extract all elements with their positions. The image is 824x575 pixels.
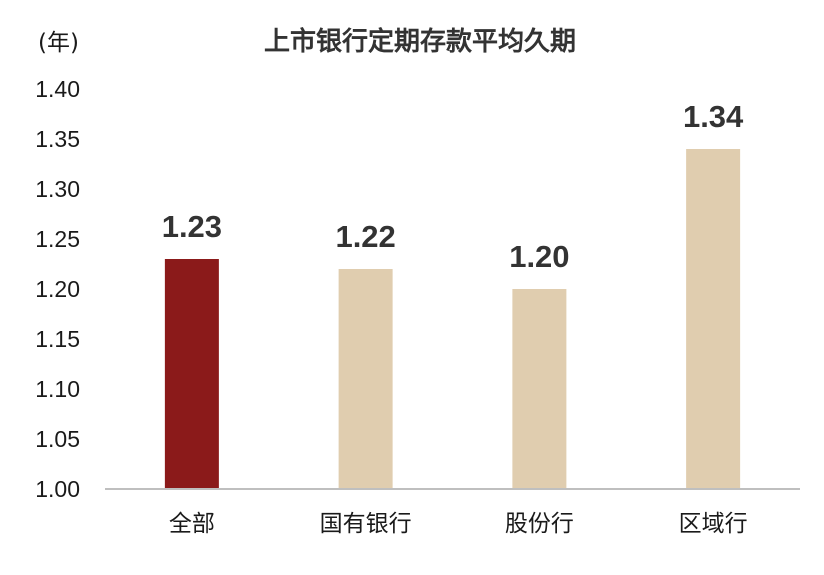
x-category-label: 股份行 [505, 511, 574, 537]
bar [686, 149, 741, 489]
y-tick-label: 1.20 [35, 276, 80, 302]
data-labels: 1.23 1.22 1.20 1.34 [162, 99, 744, 274]
data-label: 1.34 [683, 99, 744, 134]
y-tick-label: 1.05 [35, 426, 80, 452]
y-tick-label: 1.30 [35, 176, 80, 202]
chart-title: 上市银行定期存款平均久期 [264, 26, 576, 57]
y-tick-label: 1.25 [35, 226, 80, 252]
y-tick-label: 1.40 [35, 76, 80, 102]
y-tick-label: 1.00 [35, 476, 80, 502]
y-tick-label: 1.10 [35, 376, 80, 402]
bar [338, 269, 393, 489]
x-category-label: 区域行 [679, 511, 748, 537]
bar [164, 259, 219, 489]
x-category-label: 国有银行 [320, 511, 412, 537]
x-axis-categories: 全部 国有银行 股份行 区域行 [169, 511, 748, 537]
bars [164, 149, 741, 489]
data-label: 1.23 [162, 209, 222, 244]
y-tick-label: 1.15 [35, 326, 80, 352]
bar [512, 289, 567, 489]
data-label: 1.22 [335, 219, 395, 254]
x-category-label: 全部 [169, 511, 215, 537]
y-tick-label: 1.35 [35, 126, 80, 152]
y-axis-unit: (年) [38, 30, 79, 56]
data-label: 1.20 [509, 239, 569, 274]
y-axis-ticks: 1.00 1.05 1.10 1.15 1.20 1.25 1.30 1.35 1.40 [35, 76, 80, 502]
